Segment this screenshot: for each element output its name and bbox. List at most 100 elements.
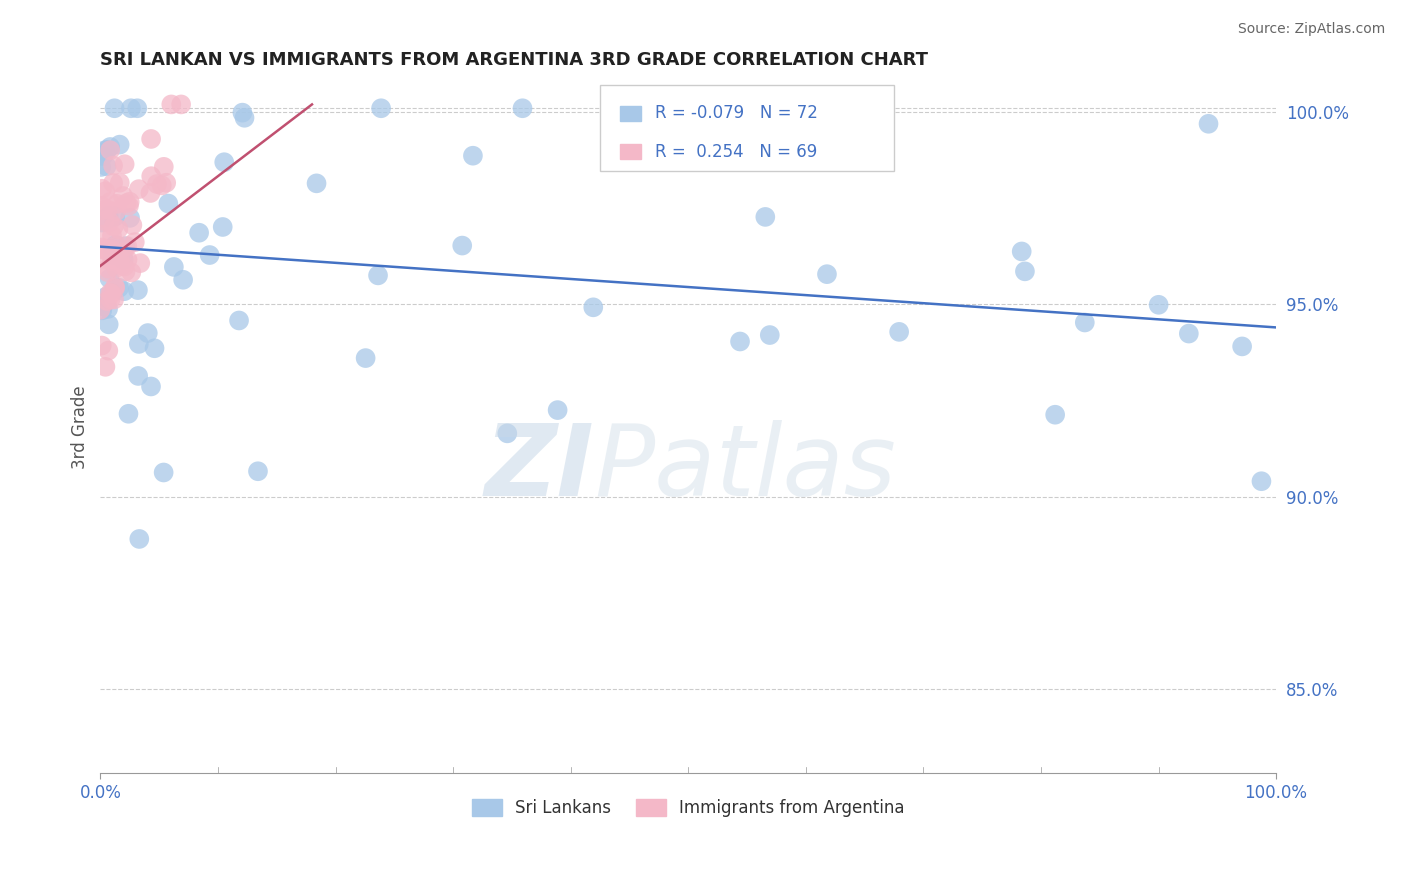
Text: R =  0.254   N = 69: R = 0.254 N = 69 [655, 143, 817, 161]
Point [305, 177, 328, 191]
Point [98, 271, 121, 285]
Point [105, 260, 128, 275]
Point [370, 101, 392, 115]
Point [101, 248, 124, 262]
Point [115, 239, 138, 253]
Point [91, 303, 114, 318]
Point [97, 318, 120, 332]
Point [759, 328, 782, 343]
Point [105, 238, 128, 252]
Point [211, 219, 233, 234]
Point [94, 244, 117, 258]
Point [115, 196, 138, 211]
Point [246, 464, 269, 478]
Point [512, 101, 534, 115]
Point [101, 176, 124, 190]
Point [160, 97, 183, 112]
Point [98, 140, 121, 154]
Point [128, 532, 150, 546]
Point [152, 466, 174, 480]
Point [1250, 474, 1272, 488]
Point [120, 211, 142, 225]
Point [117, 407, 139, 421]
Point [127, 283, 149, 297]
Point [1198, 117, 1220, 131]
Point [90, 199, 112, 213]
Point [112, 284, 135, 298]
Point [163, 260, 186, 274]
Point [98, 286, 121, 301]
Point [103, 245, 125, 260]
Point [1230, 339, 1253, 353]
Point [104, 281, 127, 295]
Point [367, 268, 389, 283]
Text: ZI: ZI [485, 420, 595, 517]
Point [124, 235, 146, 249]
Point [101, 159, 124, 173]
Point [104, 210, 127, 224]
Point [754, 210, 776, 224]
Point [108, 281, 131, 295]
Point [143, 341, 166, 355]
Point [118, 199, 141, 213]
Bar [620, 144, 641, 159]
Point [112, 245, 135, 260]
Point [461, 149, 484, 163]
Point [139, 132, 162, 146]
Point [121, 218, 143, 232]
Point [114, 239, 136, 253]
Point [94, 185, 117, 199]
Point [90, 160, 112, 174]
Point [97, 209, 120, 223]
Point [157, 196, 180, 211]
Point [114, 264, 136, 278]
Point [103, 219, 125, 234]
Point [96, 265, 118, 279]
Point [90, 338, 112, 352]
Point [105, 252, 128, 266]
Point [153, 160, 176, 174]
Point [90, 240, 112, 254]
Point [93, 144, 115, 158]
Text: Source: ZipAtlas.com: Source: ZipAtlas.com [1237, 22, 1385, 37]
FancyBboxPatch shape [600, 85, 894, 171]
Point [354, 351, 377, 365]
Point [96, 159, 118, 173]
Point [96, 143, 118, 157]
Point [889, 325, 911, 339]
Point [112, 260, 135, 274]
Y-axis label: 3rd Grade: 3rd Grade [72, 385, 89, 469]
Point [1178, 326, 1201, 341]
Point [451, 238, 474, 252]
Point [91, 149, 114, 163]
Point [212, 155, 235, 169]
Text: R = -0.079   N = 72: R = -0.079 N = 72 [655, 104, 818, 122]
Point [108, 176, 131, 190]
Point [233, 111, 256, 125]
Point [97, 261, 120, 276]
Point [93, 243, 115, 257]
Point [91, 299, 114, 313]
Point [128, 337, 150, 351]
Point [547, 403, 569, 417]
Point [150, 178, 173, 193]
Point [97, 301, 120, 316]
Point [198, 248, 221, 262]
Point [136, 326, 159, 340]
Point [120, 265, 142, 279]
Point [94, 359, 117, 374]
Point [728, 334, 751, 349]
Point [104, 238, 127, 252]
Point [1147, 298, 1170, 312]
Point [103, 239, 125, 253]
Point [117, 252, 139, 267]
Point [91, 182, 114, 196]
Point [582, 301, 605, 315]
Text: SRI LANKAN VS IMMIGRANTS FROM ARGENTINA 3RD GRADE CORRELATION CHART: SRI LANKAN VS IMMIGRANTS FROM ARGENTINA … [100, 51, 928, 69]
Point [1011, 244, 1033, 259]
Point [105, 204, 128, 219]
Point [103, 101, 125, 115]
Point [100, 243, 122, 257]
Point [139, 186, 162, 200]
Point [89, 302, 111, 317]
